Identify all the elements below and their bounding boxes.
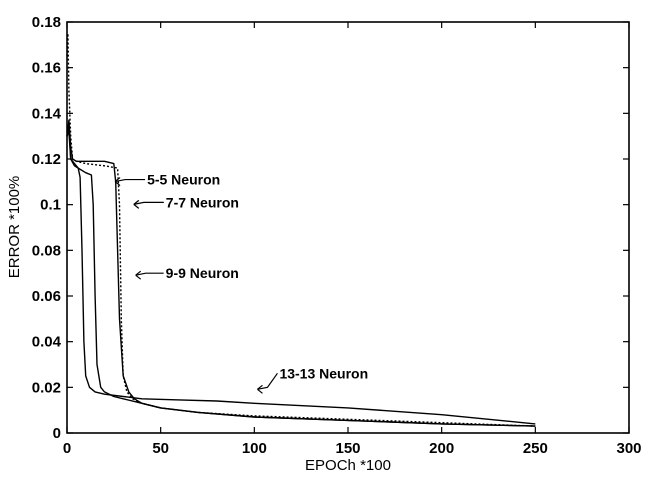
- annotation-arrow-13-13-neuron: [257, 384, 263, 394]
- x-tick-label: 0: [63, 440, 71, 457]
- y-tick-label: 0.06: [32, 288, 61, 305]
- series-line-9-9-neuron: [66, 123, 536, 427]
- y-tick-label: 0.02: [32, 379, 61, 396]
- annotation-9-9-neuron: 9-9 Neuron: [166, 265, 239, 281]
- annotation-arrow-9-9-neuron: [135, 270, 142, 280]
- x-tick-label: 150: [335, 440, 360, 457]
- annotation-layer: 5-5 Neuron 7-7 Neuron 9-9 Neuron 13-13 Neur…: [114, 172, 368, 394]
- y-tick-label: 0.14: [32, 105, 62, 122]
- y-tick-label: 0.12: [32, 151, 61, 168]
- series-line-5-5-neuron: [66, 32, 536, 427]
- annotation-13-13-neuron: 13-13 Neuron: [279, 365, 368, 381]
- annotation-arrow-7-7-neuron: [133, 199, 140, 209]
- x-axis-label: EPOCh *100: [305, 457, 391, 474]
- y-tick-label: 0.18: [32, 14, 61, 31]
- annotation-leader-5-5-neuron: [114, 178, 146, 183]
- y-tick-label: 0.04: [32, 334, 62, 351]
- annotation-7-7-neuron: 7-7 Neuron: [166, 194, 239, 210]
- x-tick-label: 250: [523, 440, 548, 457]
- y-axis-label: ERROR *100%: [6, 176, 23, 279]
- series-line-13-13-neuron: [66, 130, 536, 425]
- y-tick-label: 0.16: [32, 60, 61, 77]
- annotation-arrow-5-5-neuron: [114, 177, 121, 187]
- y-tick-label: 0.08: [32, 242, 61, 259]
- x-tick-label: 200: [429, 440, 454, 457]
- annotation-leader-9-9-neuron: [135, 272, 164, 276]
- y-tick-label: 0: [53, 425, 61, 442]
- x-tick-label: 300: [616, 440, 641, 457]
- y-tick-label: 0.1: [40, 197, 61, 214]
- annotation-5-5-neuron: 5-5 Neuron: [147, 172, 220, 188]
- x-tick-label: 50: [152, 440, 169, 457]
- annotation-leader-13-13-neuron: [257, 372, 278, 390]
- annotation-leader-7-7-neuron: [133, 201, 164, 205]
- series-layer: [66, 32, 536, 427]
- ticks-layer: 0 50 100 150 200 250 300 0 0.02 0.04 0.06 0.08 0.1 0.…: [32, 14, 642, 457]
- x-tick-label: 100: [242, 440, 267, 457]
